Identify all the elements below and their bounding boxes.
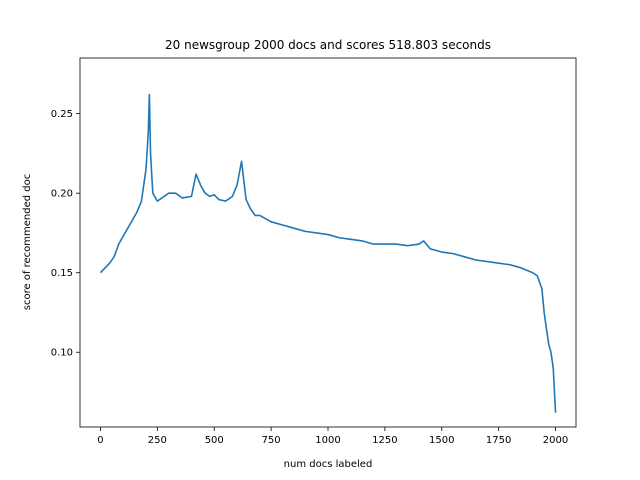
x-axis-title: num docs labeled [284,459,373,470]
y-tick-label: 0.15 [51,268,73,279]
x-tick-label: 1250 [372,435,397,446]
x-tick-label: 250 [148,435,167,446]
chart-title: 20 newsgroup 2000 docs and scores 518.80… [165,38,491,52]
y-axis: 0.10 0.15 0.20 0.25 [51,109,80,359]
series-line-0 [99,93,557,413]
x-tick-label: 1500 [429,435,454,446]
x-tick-label: 500 [205,435,224,446]
y-tick-label: 0.20 [51,189,73,200]
plot-layer [99,93,557,413]
x-tick-label: 1000 [315,435,340,446]
x-tick-label: 750 [262,435,281,446]
x-tick-label: 2000 [543,435,568,446]
x-tick-label: 1750 [486,435,511,446]
y-axis-title: score of recommended doc [22,174,33,311]
y-tick-label: 0.25 [51,109,73,120]
y-tick-label: 0.10 [51,348,73,359]
x-axis: 0 250 500 750 1000 1250 1500 1750 2000 [97,427,568,446]
x-tick-label: 0 [97,435,103,446]
